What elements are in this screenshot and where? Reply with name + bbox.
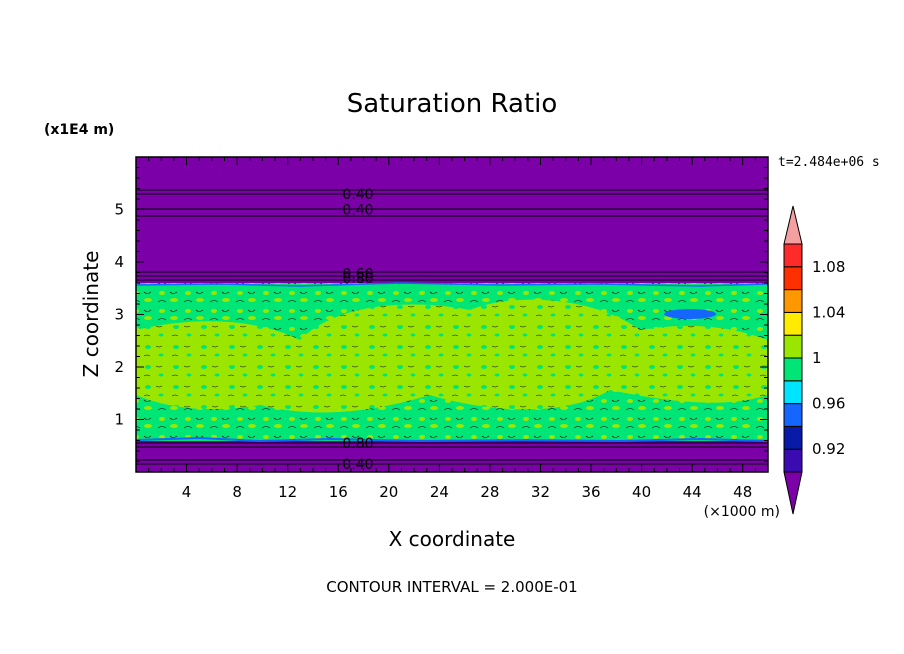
x-tick-label: 4 [182,483,192,501]
y-tick-label: 5 [114,201,124,219]
y-tick-labels: 1 2 3 4 5 [114,201,124,429]
contour-label: 0.60 [342,267,373,283]
x-tick-label: 24 [430,483,449,501]
colorbar-swatch [783,243,803,268]
y-unit-label: (x1E4 m) [44,122,114,138]
y-axis-label: Z coordinate [79,251,103,378]
x-tick-label: 44 [683,483,702,501]
colorbar-tick-labels: 0.92 0.96 1 1.04 1.08 [812,258,845,458]
chart-title: Saturation Ratio [347,89,558,119]
axis-ticks [136,157,768,472]
contour-interval-footer: CONTOUR INTERVAL = 2.000E-01 [326,578,577,596]
contour-label: 0.80 [342,271,373,287]
dry-patch [664,309,716,319]
colorbar-swatch [783,425,803,450]
colorbar-swatch [783,266,803,291]
x-tick-label: 32 [531,483,550,501]
colorbar-tick-label: 0.96 [812,395,845,413]
field-region-bottom [136,441,768,472]
field-region-supersaturated [136,299,768,413]
colorbar-tick-label: 1.08 [812,258,845,276]
colorbar-min-triangle [783,471,803,515]
x-tick-label: 16 [329,483,348,501]
x-tick-label: 12 [278,483,297,501]
colorbar-swatch [783,357,803,382]
colorbar-tick-label: 1 [812,349,822,367]
contour-labels: 0.400.400.600.800.800.40 [342,187,373,473]
x-tick-label: 48 [733,483,752,501]
contour-label: 0.40 [342,187,373,203]
colorbar-swatch [783,403,803,427]
x-tick-label: 8 [232,483,242,501]
time-label: t=2.484e+06 s [778,155,880,170]
y-tick-label: 1 [114,411,124,429]
x-tick-label: 20 [379,483,398,501]
field-region-top [136,157,768,283]
colorbar-swatch [783,289,803,313]
contour-label: 0.40 [342,457,373,473]
cloud-base-edge [136,436,768,443]
x-tick-labels: 4 8 12 16 20 24 28 32 36 40 44 48 [182,483,752,501]
y-tick-label: 2 [114,358,124,376]
contour-label: 0.80 [342,436,373,452]
colorbar-max-triangle [783,205,803,245]
x-tick-label: 28 [480,483,499,501]
colorbar-swatch [783,334,803,359]
contour-lines [136,189,768,465]
plot-area [136,157,768,472]
y-tick-label: 3 [114,306,124,324]
x-axis-label: X coordinate [389,527,516,551]
y-tick-label: 4 [114,253,124,271]
contour-label: 0.40 [342,203,373,219]
x-tick-label: 36 [581,483,600,501]
colorbar-tick-label: 1.04 [812,303,845,321]
colorbar-swatch [783,380,803,405]
cloud-top-edge [136,282,768,287]
x-tick-label: 40 [632,483,651,501]
x-unit-label: (×1000 m) [704,504,780,520]
colorbar-tick-label: 0.92 [812,440,845,458]
colorbar-swatch [783,311,803,336]
colorbar [783,205,803,515]
colorbar-swatch [783,448,803,473]
